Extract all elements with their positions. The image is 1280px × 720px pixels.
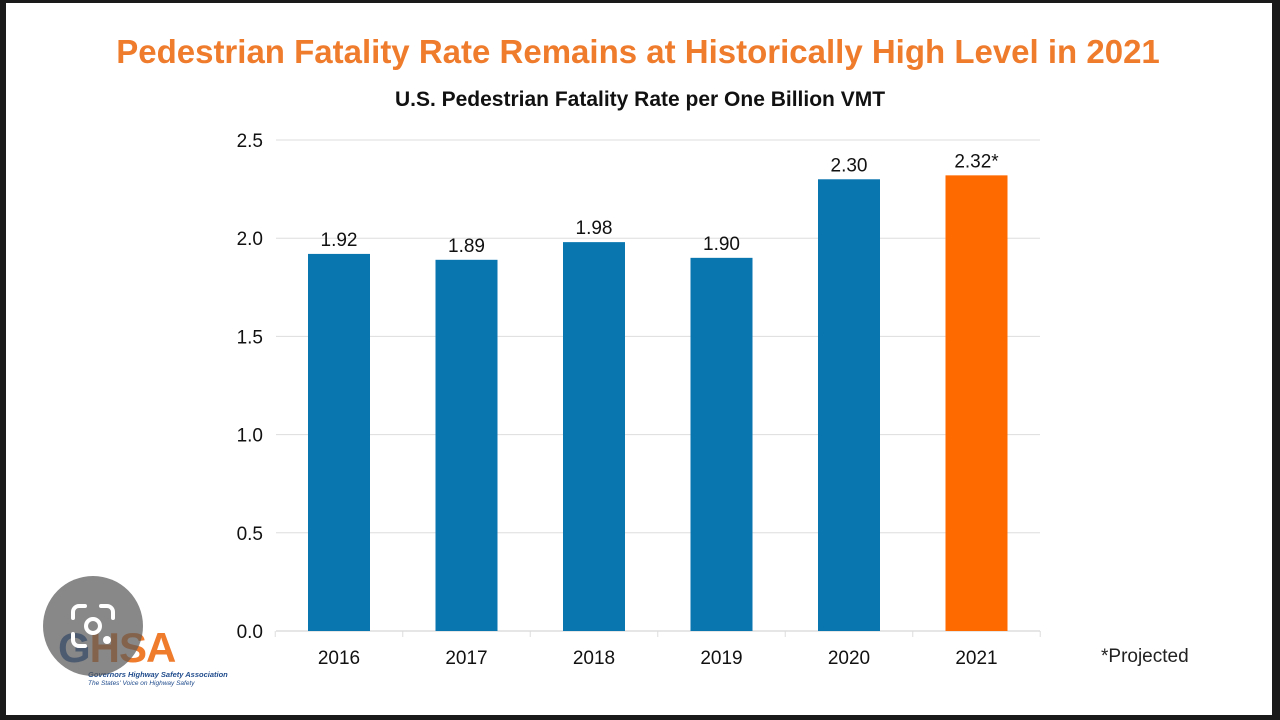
y-tick-label: 1.5 — [237, 327, 263, 348]
bar-2019 — [690, 257, 753, 631]
footnote: *Projected — [1101, 646, 1189, 667]
data-label-2020: 2.30 — [831, 155, 868, 176]
x-tick-label-2017: 2017 — [445, 648, 487, 669]
data-label-2018: 1.98 — [576, 218, 613, 239]
bar-2020 — [818, 179, 880, 631]
bar-2017 — [435, 259, 498, 631]
lens-button[interactable] — [43, 576, 143, 676]
x-tick-label-2020: 2020 — [828, 648, 870, 669]
y-tick-label: 0.0 — [237, 622, 263, 643]
bars — [308, 175, 1008, 632]
y-tick-label: 2.5 — [237, 131, 263, 152]
logo-name: Governors Highway Safety Association — [88, 670, 228, 679]
logo-tagline: The States' Voice on Highway Safety — [88, 680, 195, 687]
bar-2021 — [945, 175, 1008, 632]
data-label-2016: 1.92 — [321, 230, 358, 251]
y-axis-ticks: 0.0 0.5 1.0 1.5 2.0 2.5 — [237, 131, 263, 643]
y-tick-label: 1.0 — [237, 426, 263, 447]
lens-icon — [71, 604, 115, 648]
y-tick-label: 2.0 — [237, 229, 263, 250]
x-tick-label-2016: 2016 — [318, 648, 360, 669]
data-label-2019: 1.90 — [703, 234, 740, 255]
x-axis-ticks: 2016 2017 2018 2019 2020 2021 — [318, 648, 998, 669]
data-labels: 1.92 1.89 1.98 1.90 2.30 2.32* — [321, 151, 1000, 256]
data-label-2017: 1.89 — [448, 236, 485, 257]
y-tick-label: 0.5 — [237, 524, 263, 545]
page-title: Pedestrian Fatality Rate Remains at Hist… — [116, 33, 1160, 70]
x-tick-label-2018: 2018 — [573, 648, 615, 669]
chart-title: U.S. Pedestrian Fatality Rate per One Bi… — [394, 88, 886, 111]
bar-2016 — [308, 253, 370, 632]
bar-2018 — [563, 242, 625, 632]
slide-canvas — [6, 3, 1272, 715]
x-tick-label-2021: 2021 — [955, 648, 997, 669]
data-label-2021: 2.32* — [954, 151, 999, 172]
grid-lines — [274, 139, 1041, 637]
x-tick-label-2019: 2019 — [700, 648, 742, 669]
